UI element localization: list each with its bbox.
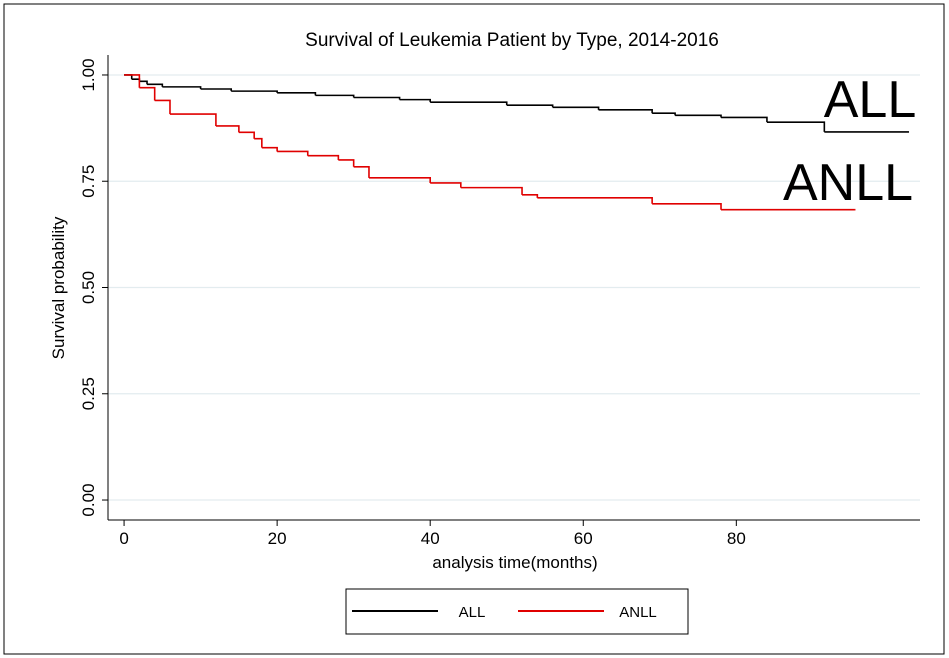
survival-step (315, 94, 355, 98)
legend-label: ANLL (619, 604, 657, 621)
x-tick-label: 20 (268, 529, 287, 548)
survival-step (598, 109, 653, 114)
survival-step (169, 113, 217, 126)
survival-step (277, 150, 309, 156)
survival-step (147, 83, 164, 87)
x-tick-label: 80 (727, 529, 746, 548)
survival-step (399, 98, 431, 103)
survival-step (537, 197, 653, 204)
survival-step (277, 92, 317, 96)
survival-step (139, 86, 156, 101)
survival-step (368, 177, 431, 183)
survival-step (338, 159, 355, 167)
survival-step (522, 194, 539, 198)
legend-label: ALL (459, 604, 486, 621)
survival-step (154, 99, 171, 115)
y-axis-label: Survival probability (49, 216, 68, 359)
survival-step (124, 74, 141, 88)
survival-step (215, 125, 240, 133)
survival-step (238, 131, 255, 139)
survival-step (162, 86, 202, 90)
y-tick-label: 1.00 (79, 58, 98, 91)
survival-step (261, 146, 278, 152)
y-tick-label: 0.00 (79, 483, 98, 516)
survival-step (254, 137, 263, 148)
y-tick-label: 0.25 (79, 377, 98, 410)
x-tick-label: 60 (574, 529, 593, 548)
annotation: ANLL (783, 154, 913, 212)
survival-step (766, 121, 826, 132)
frame (3, 3, 945, 655)
x-tick-label: 0 (119, 529, 128, 548)
survival-step (139, 80, 148, 85)
survival-step (307, 154, 340, 160)
annotation: ALL (824, 71, 917, 129)
survival-step (652, 202, 722, 210)
survival-step (721, 116, 768, 123)
survival-step (506, 104, 554, 108)
survival-step (460, 186, 523, 195)
survival-step (353, 165, 370, 178)
survival-step (353, 96, 401, 100)
survival-step (552, 106, 600, 110)
y-tick-label: 0.50 (79, 271, 98, 304)
x-tick-label: 40 (421, 529, 440, 548)
survival-step (430, 101, 508, 106)
chart-title: Survival of Leukemia Patient by Type, 20… (305, 30, 719, 51)
x-axis-label: analysis time(months) (432, 553, 597, 572)
y-tick-label: 0.75 (79, 165, 98, 198)
survival-step (430, 182, 462, 188)
